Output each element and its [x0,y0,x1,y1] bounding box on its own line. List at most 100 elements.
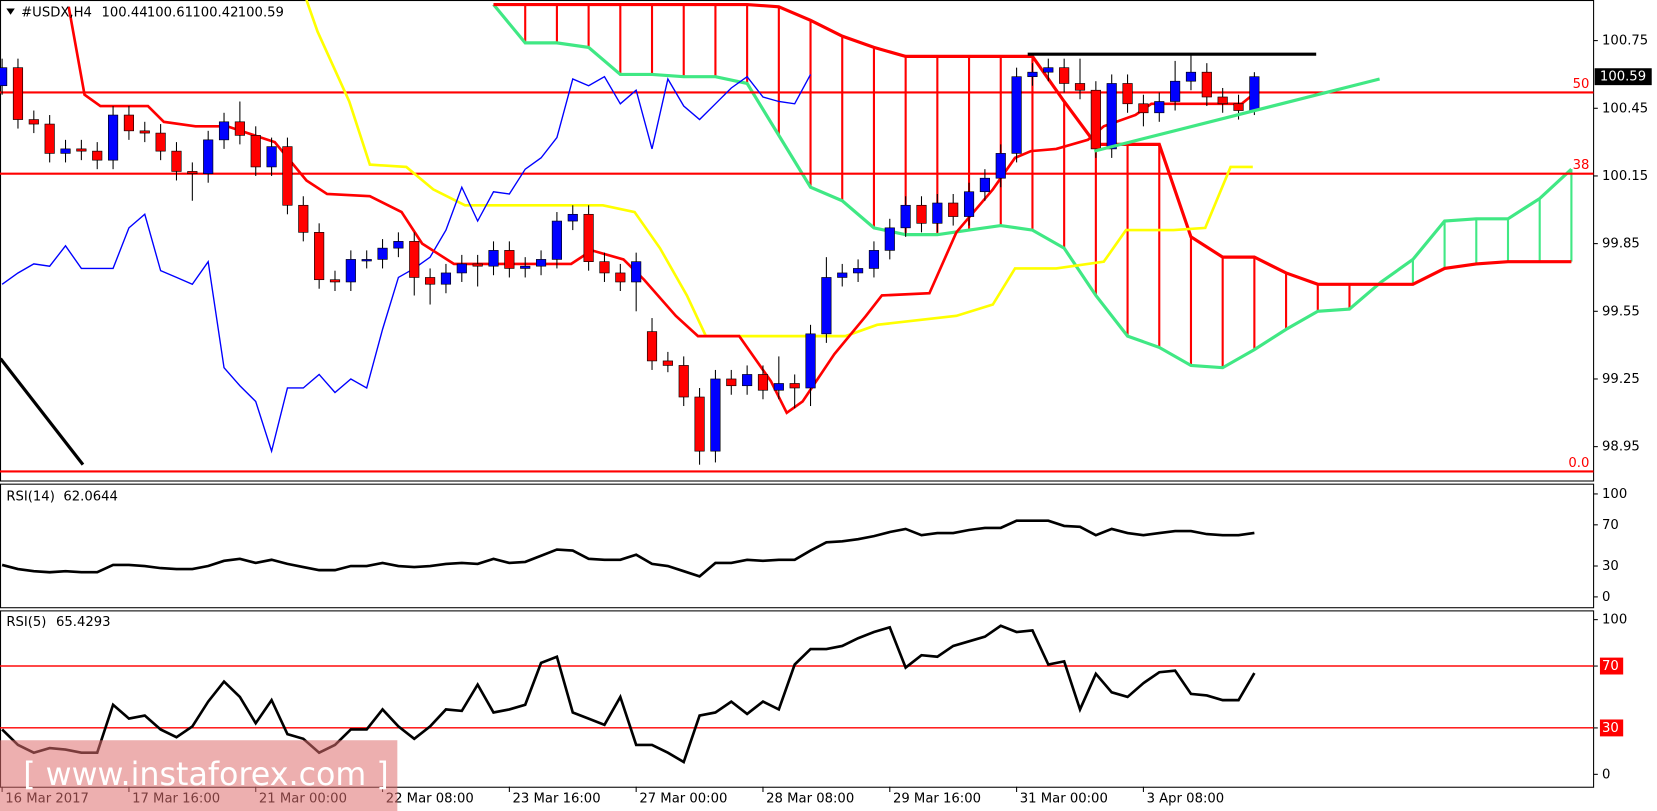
candle-body [789,383,800,389]
candle-body [1074,83,1086,91]
panel-frame [0,0,1595,482]
chart-title: #USDX,H4 [21,6,92,21]
candle-body [742,374,753,387]
candle-body [393,241,404,249]
candle-body [314,232,325,281]
candle-body [726,378,737,387]
candle-body [520,265,531,269]
trend-line [1093,77,1380,153]
rsi14-title: RSI(14) [6,489,55,504]
candle-body [1059,67,1070,84]
header-high: 100.61 [147,6,193,21]
candle-body [884,227,895,251]
candle-body [710,378,721,452]
candle-body [837,272,848,278]
candle-body [916,204,927,224]
candle-body [425,277,436,285]
candle-body [44,123,55,154]
candle-body [1011,76,1022,154]
rsi5-value: 65.4293 [56,615,111,630]
level-tag [1599,657,1624,675]
candle-body [1122,83,1133,105]
y-tick-label: 99.25 [1602,372,1640,387]
indicator-line [305,0,1253,338]
candle-body [171,150,182,172]
candle-body [28,119,39,125]
x-tick-label: 23 Mar 16:00 [513,791,601,806]
candle-body [995,153,1006,179]
panel-frame [0,610,1595,788]
candle-body [155,132,166,152]
y-tick-label: 30 [1602,559,1619,574]
candle-body [250,135,261,168]
y-tick-label: 99.85 [1602,237,1640,252]
y-tick-label: 70 [1602,518,1619,533]
fib-label: 0.0 [1568,456,1589,471]
candle-body [1027,71,1038,78]
candle-body [1154,101,1165,114]
candle-body [329,279,341,283]
panel-frame [0,483,1595,609]
candle-body [440,272,452,285]
candle-body [868,250,880,269]
candle-body [0,67,8,87]
panel [0,0,1594,473]
candle-body [1170,80,1181,102]
x-tick-label: 29 Mar 16:00 [893,791,981,806]
indicator-line [1,624,1256,764]
x-tick-label: 3 Apr 08:00 [1147,791,1225,806]
fib-label: 50 [1573,77,1590,92]
candle-body [535,259,547,267]
candle-body [108,114,119,161]
candle-body [361,259,372,262]
candle-body [631,261,642,283]
candle-body [1106,83,1117,150]
x-tick-label: 31 Mar 00:00 [1020,791,1108,806]
candle-body [900,204,911,229]
candle-body [932,202,943,224]
candle-body [60,148,71,154]
rsi14-value: 62.0644 [63,489,118,504]
candle-body [234,121,245,136]
candle-body [805,333,816,389]
rsi5-title: RSI(5) [6,615,46,630]
candle-body [567,213,578,222]
y-tick-label: 30 [1602,721,1619,736]
candle-body [1201,71,1212,98]
level-tag [1599,719,1624,737]
candle-body [948,202,959,217]
x-tick-label: 22 Mar 08:00 [386,791,474,806]
y-tick-label: 0 [1602,590,1610,605]
candle-body [266,146,277,168]
candle-body [757,374,769,391]
candle-body [203,139,214,175]
cloud-span-b [493,2,1572,286]
y-tick-label: 100 [1602,613,1627,628]
watermark: [ www.instaforex.com ] [23,757,388,793]
y-tick-label: 99.55 [1602,304,1640,319]
y-tick-label: 100.75 [1602,34,1648,49]
candle-body [662,360,673,366]
x-tick-label: 27 Mar 00:00 [639,791,727,806]
candle-body [282,146,293,206]
candle-body [139,130,150,134]
candle-body [1217,96,1228,105]
y-tick-label: 98.95 [1602,440,1640,455]
indicator-line [1,519,1255,578]
candle-body [646,331,658,362]
fib-label: 38 [1573,158,1590,173]
watermark-box [0,740,398,811]
y-tick-label: 100.45 [1602,101,1648,116]
candle-body [979,177,990,193]
candle-body [187,171,198,175]
candle-body [76,148,87,152]
candle-body [694,396,705,452]
candle-body [92,150,103,161]
candle-body [678,365,689,398]
candle-body [551,220,562,260]
candle-body [345,259,356,283]
